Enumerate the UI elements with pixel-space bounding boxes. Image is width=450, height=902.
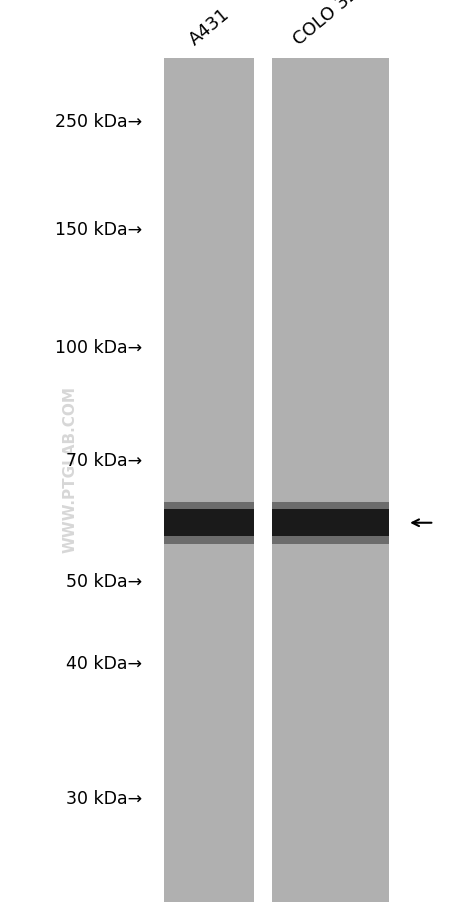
Bar [164, 478, 254, 492]
Text: 100 kDa→: 100 kDa→ [54, 338, 142, 356]
Bar [272, 575, 389, 590]
Bar [164, 575, 254, 590]
Bar [164, 456, 254, 472]
Bar [272, 537, 389, 552]
Bar [272, 456, 389, 472]
Bar [164, 59, 254, 902]
Bar [164, 494, 254, 510]
Text: COLO 320: COLO 320 [290, 0, 371, 49]
Bar [272, 59, 389, 902]
Text: 150 kDa→: 150 kDa→ [54, 221, 142, 239]
Bar [272, 502, 389, 544]
Text: 50 kDa→: 50 kDa→ [66, 573, 142, 591]
Bar [272, 478, 389, 492]
Text: 70 kDa→: 70 kDa→ [66, 451, 142, 469]
Bar [164, 502, 254, 544]
Text: 40 kDa→: 40 kDa→ [66, 654, 142, 672]
Text: 250 kDa→: 250 kDa→ [54, 113, 142, 131]
Bar [164, 537, 254, 552]
Text: 30 kDa→: 30 kDa→ [66, 789, 142, 807]
Text: A431: A431 [185, 5, 233, 49]
Text: WWW.PTGLAB.COM: WWW.PTGLAB.COM [62, 386, 77, 552]
Bar [272, 554, 389, 568]
Bar [272, 494, 389, 510]
Bar [164, 554, 254, 568]
